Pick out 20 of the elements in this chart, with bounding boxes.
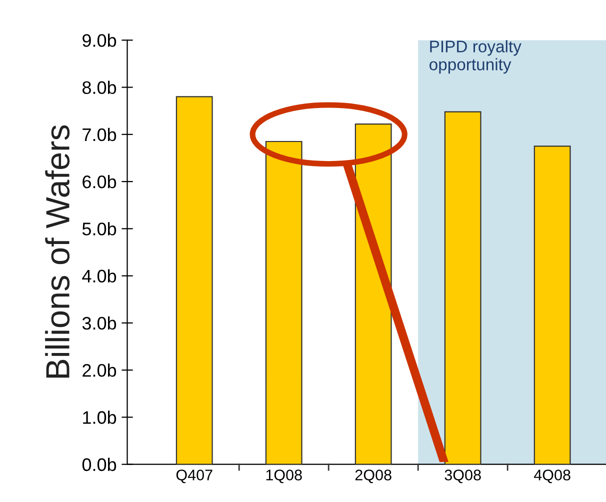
y-tick-label: 8.0b [82, 80, 116, 94]
x-tick-label: 3Q08 [444, 470, 481, 484]
y-tick-label: 2.0b [82, 364, 116, 377]
bar [534, 146, 571, 464]
band-label: PIPD royalty opportunity [430, 40, 522, 74]
y-tick-label: 0.0b [82, 458, 116, 472]
y-tick-label: 3.0b [82, 316, 116, 330]
bar [176, 96, 213, 464]
x-tick-label: Q407 [176, 470, 212, 484]
y-tick-label: 4.0b [82, 269, 116, 283]
y-axis-title: Billions of Wafers [45, 125, 70, 378]
y-tick-label: 1.0b [83, 410, 116, 424]
x-tick-label: 4Q08 [534, 470, 570, 484]
y-tick-label: 5.0b [82, 222, 116, 236]
y-tick-label: 9.0b [82, 34, 116, 47]
y-tick-label: 6.0b [82, 175, 116, 188]
y-tick-label: 7.0b [82, 128, 116, 142]
bar [265, 140, 302, 464]
x-tick-label: 2Q08 [355, 470, 392, 484]
x-tick-label: 1Q08 [266, 470, 302, 484]
